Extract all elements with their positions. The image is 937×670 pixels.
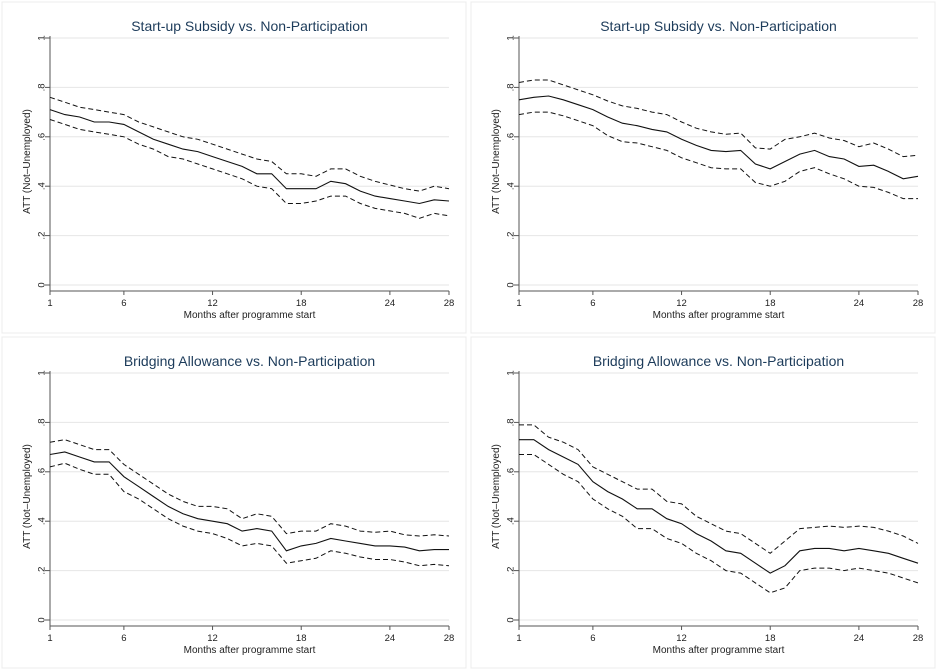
chart-title: Bridging Allowance vs. Non-Participation	[593, 353, 844, 369]
x-tick-label: 28	[444, 298, 455, 309]
x-tick-label: 12	[207, 633, 218, 644]
chart-panel-3: Bridging Allowance vs. Non-Participation…	[0, 335, 468, 670]
y-tick-label: .2	[506, 567, 517, 575]
y-tick-label: 1	[37, 370, 48, 375]
y-tick-label: .8	[37, 418, 48, 426]
y-tick-label: .2	[506, 232, 517, 240]
chart-title: Start-up Subsidy vs. Non-Participation	[131, 18, 368, 34]
x-tick-label: 6	[590, 633, 595, 644]
y-tick-label: .8	[506, 83, 517, 91]
y-tick-label: 1	[506, 35, 517, 40]
y-axis-label: ATT (Not–Unemployed)	[22, 109, 33, 214]
x-tick-label: 24	[385, 633, 396, 644]
y-tick-label: .2	[37, 567, 48, 575]
y-tick-label: .6	[506, 468, 517, 476]
chart-svg-2: Start-up Subsidy vs. Non-Participation 0.…	[470, 1, 936, 334]
y-tick-label: 1	[506, 370, 517, 375]
y-tick-label: .4	[506, 517, 517, 525]
chart-title: Start-up Subsidy vs. Non-Participation	[600, 18, 837, 34]
x-tick-label: 28	[913, 298, 924, 309]
y-axis-label: ATT (Not–Unemployed)	[22, 444, 33, 549]
series-line-estimate	[49, 451, 449, 552]
y-tick-label: 0	[37, 617, 48, 622]
x-tick-label: 24	[385, 298, 396, 309]
x-axis-label: Months after programme start	[653, 310, 785, 321]
y-tick-label: .8	[37, 83, 48, 91]
x-tick-label: 28	[444, 633, 455, 644]
panel-background	[1, 1, 467, 334]
x-tick-label: 12	[676, 298, 687, 309]
x-tick-label: 18	[296, 298, 307, 309]
panel-background	[470, 1, 936, 334]
y-tick-label: .6	[506, 133, 517, 141]
series-line-lower-ci	[49, 462, 450, 567]
x-tick-label: 1	[516, 298, 521, 309]
panel-background	[470, 336, 936, 669]
x-tick-label: 12	[676, 633, 687, 644]
x-axis-label: Months after programme start	[184, 310, 316, 321]
y-tick-label: .4	[37, 517, 48, 525]
chart-panel-2: Start-up Subsidy vs. Non-Participation 0.…	[469, 0, 937, 335]
series-line-upper-ci	[518, 79, 919, 158]
y-tick-label: .6	[37, 468, 48, 476]
x-tick-label: 6	[590, 298, 595, 309]
x-tick-label: 24	[854, 633, 865, 644]
series-line-upper-ci	[49, 96, 450, 192]
chart-panel-1: Start-up Subsidy vs. Non-Participation 0.…	[0, 0, 468, 335]
y-tick-label: .2	[37, 232, 48, 240]
y-tick-label: .4	[37, 182, 48, 190]
x-tick-label: 1	[47, 298, 52, 309]
y-tick-label: .6	[37, 133, 48, 141]
panel-background	[1, 336, 467, 669]
x-axis-label: Months after programme start	[184, 645, 316, 656]
y-axis-label: ATT (Not–Unemployed)	[491, 109, 502, 214]
y-tick-label: .8	[506, 418, 517, 426]
chart-svg-1: Start-up Subsidy vs. Non-Participation 0.…	[1, 1, 467, 334]
chart-panel-4: Bridging Allowance vs. Non-Participation…	[469, 335, 937, 670]
series-line-estimate	[49, 109, 450, 205]
series-line-lower-ci	[518, 111, 918, 200]
y-axis-label: ATT (Not–Unemployed)	[491, 444, 502, 549]
series-line-lower-ci	[49, 119, 450, 219]
y-tick-label: 0	[37, 282, 48, 287]
x-tick-label: 24	[854, 298, 865, 309]
x-tick-label: 12	[207, 298, 218, 309]
chart-svg-3: Bridging Allowance vs. Non-Participation…	[1, 336, 467, 669]
y-tick-label: .4	[506, 182, 517, 190]
series-line-lower-ci	[519, 454, 919, 594]
chart-title: Bridging Allowance vs. Non-Participation	[124, 353, 375, 369]
x-tick-label: 6	[121, 298, 126, 309]
y-tick-label: 0	[506, 282, 517, 287]
y-tick-label: 0	[506, 617, 517, 622]
chart-svg-4: Bridging Allowance vs. Non-Participation…	[470, 336, 936, 669]
x-tick-label: 1	[47, 633, 52, 644]
series-line-upper-ci	[519, 424, 919, 554]
x-tick-label: 6	[121, 633, 126, 644]
x-tick-label: 18	[765, 298, 776, 309]
x-tick-label: 1	[516, 633, 521, 644]
x-tick-label: 28	[913, 633, 924, 644]
x-tick-label: 18	[765, 633, 776, 644]
x-axis-label: Months after programme start	[653, 645, 785, 656]
x-tick-label: 18	[296, 633, 307, 644]
y-tick-label: 1	[37, 35, 48, 40]
series-line-estimate	[518, 95, 919, 180]
series-line-estimate	[519, 439, 919, 574]
